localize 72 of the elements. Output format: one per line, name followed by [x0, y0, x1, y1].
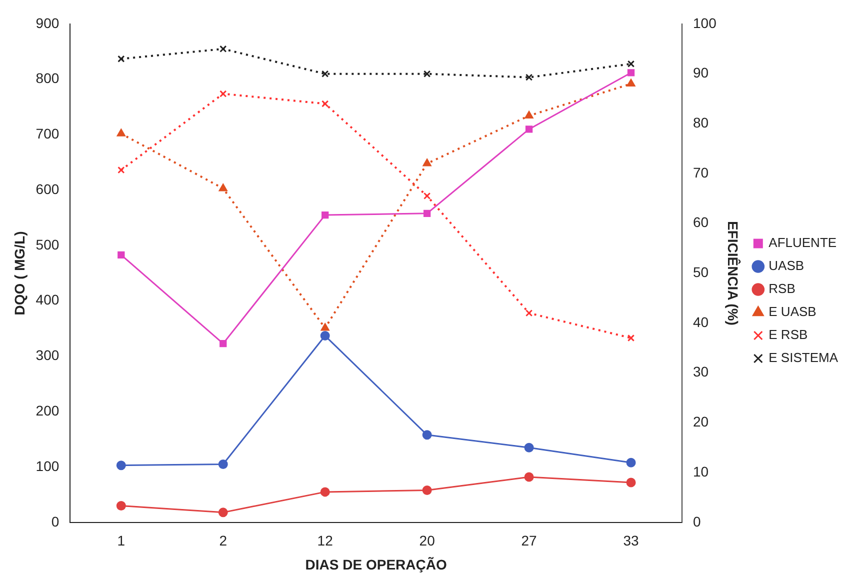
point — [320, 487, 330, 497]
point — [524, 110, 534, 118]
y2-tick-label: 70 — [692, 164, 709, 180]
point — [118, 251, 125, 259]
x-tick-label: 12 — [317, 532, 334, 549]
x-tick-label: 33 — [623, 532, 640, 549]
y-tick-label: 300 — [36, 347, 60, 364]
point — [320, 331, 330, 341]
y-tick-label: 700 — [36, 126, 60, 142]
point — [626, 458, 636, 468]
y-tick-label: 0 — [51, 513, 60, 530]
legend-label: AFLUENTE — [768, 235, 837, 250]
legend-label: RSB — [768, 281, 796, 296]
x-axis-title: DIAS DE OPERAÇÃO — [305, 556, 447, 572]
y-tick-label: 200 — [36, 402, 60, 419]
y2-tick-label: 100 — [692, 14, 717, 31]
x-tick-label: 1 — [117, 532, 126, 549]
legend-label: E RSB — [768, 327, 808, 342]
x-tick-label: 20 — [419, 532, 436, 549]
point — [626, 79, 636, 87]
y-tick-label: 400 — [36, 292, 60, 308]
point — [627, 69, 635, 76]
point — [220, 45, 227, 52]
y2-tick-label: 10 — [692, 463, 709, 480]
point — [220, 90, 227, 98]
legend-label: E UASB — [768, 304, 816, 320]
point — [422, 486, 432, 496]
y2-tick-label: 0 — [692, 513, 701, 530]
point — [118, 166, 125, 174]
y2-tick-label: 40 — [692, 314, 709, 330]
point — [218, 184, 228, 192]
x-tick-label: 2 — [219, 532, 228, 549]
x-tick-label: 27 — [521, 532, 538, 549]
point — [218, 508, 228, 518]
y-tick-label: 500 — [36, 236, 60, 252]
point — [220, 340, 227, 348]
point — [423, 70, 431, 78]
point — [118, 55, 125, 62]
y2-tick-label: 80 — [692, 114, 709, 131]
point — [423, 192, 431, 200]
point — [525, 309, 533, 317]
point — [525, 126, 533, 133]
point — [524, 472, 534, 482]
y2-tick-label: 60 — [692, 214, 709, 230]
y-tick-label: 900 — [36, 14, 60, 31]
point — [116, 501, 126, 511]
point — [116, 460, 126, 470]
y2-tick-label: 20 — [692, 414, 709, 430]
y2-tick-label: 90 — [692, 64, 709, 81]
point — [116, 128, 126, 136]
y-tick-label: 600 — [36, 180, 60, 197]
y-tick-label: 800 — [36, 70, 60, 86]
point — [524, 442, 534, 452]
y2-tick-label: 30 — [692, 364, 709, 380]
point — [627, 334, 635, 342]
legend-label: E SISTEMA — [768, 350, 838, 366]
point — [322, 70, 329, 78]
point — [322, 211, 329, 219]
point — [626, 478, 636, 488]
point — [422, 158, 432, 166]
point — [423, 210, 431, 217]
point — [322, 100, 329, 108]
point — [525, 74, 533, 81]
y-tick-label: 100 — [36, 458, 60, 474]
y-axis-title: DQO ( MG/L) — [11, 231, 28, 316]
y2-axis-title: EFICIÊNCIA (%) — [724, 220, 741, 326]
legend-label: UASB — [768, 258, 804, 274]
point — [422, 430, 432, 440]
point — [218, 460, 228, 470]
point — [627, 60, 635, 68]
y2-tick-label: 50 — [692, 264, 709, 280]
point — [320, 323, 330, 331]
